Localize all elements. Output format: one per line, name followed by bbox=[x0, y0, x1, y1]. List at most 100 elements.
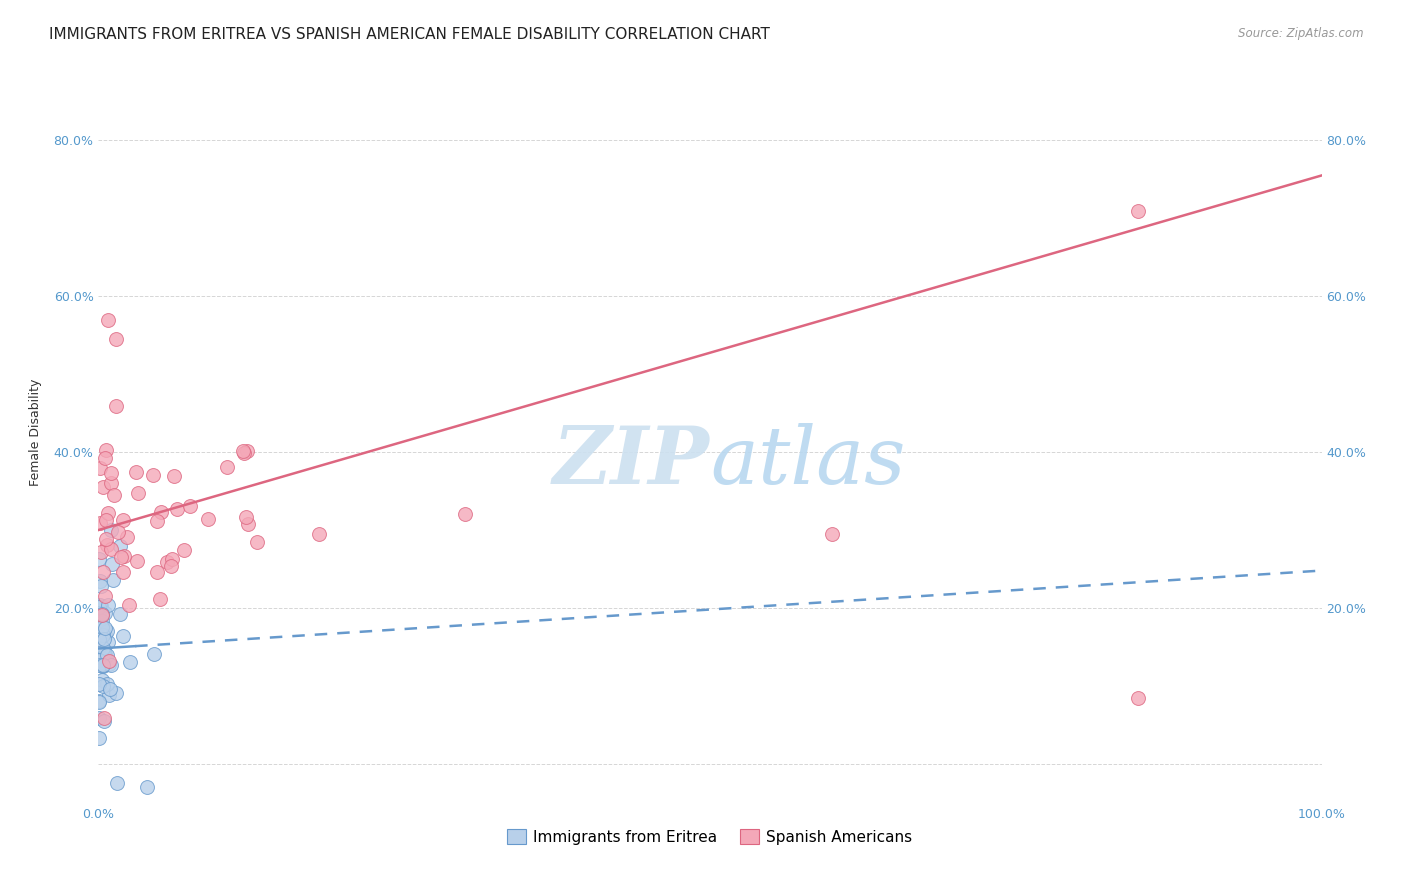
Point bbox=[105, 399, 128, 413]
Point bbox=[96, 538, 118, 552]
Point bbox=[150, 504, 173, 518]
Point bbox=[96, 442, 118, 457]
Point bbox=[91, 565, 114, 579]
Point bbox=[87, 606, 110, 620]
Point bbox=[179, 500, 201, 514]
Point bbox=[100, 476, 122, 491]
Point bbox=[454, 508, 477, 522]
Point bbox=[97, 635, 120, 649]
Point bbox=[93, 657, 115, 672]
Point bbox=[100, 542, 122, 557]
Point bbox=[89, 657, 111, 672]
Point bbox=[89, 731, 111, 745]
Point bbox=[104, 332, 127, 346]
Point bbox=[233, 446, 256, 460]
Point bbox=[98, 682, 121, 697]
Text: ZIP: ZIP bbox=[553, 424, 710, 501]
Point bbox=[217, 459, 239, 474]
Point bbox=[118, 655, 141, 669]
Point bbox=[93, 714, 115, 728]
Point bbox=[149, 592, 172, 607]
Point bbox=[146, 566, 169, 580]
Point bbox=[160, 558, 183, 573]
Point bbox=[93, 643, 115, 657]
Point bbox=[232, 444, 254, 458]
Point bbox=[91, 640, 114, 655]
Point bbox=[93, 651, 115, 665]
Point bbox=[93, 450, 115, 465]
Point bbox=[197, 512, 219, 526]
Point bbox=[93, 632, 115, 647]
Point bbox=[112, 629, 135, 643]
Point bbox=[97, 654, 120, 668]
Point bbox=[91, 673, 114, 687]
Point bbox=[821, 527, 844, 541]
Point bbox=[87, 632, 110, 646]
Point bbox=[141, 467, 163, 482]
Point bbox=[90, 638, 112, 652]
Point bbox=[143, 648, 166, 662]
Point bbox=[110, 550, 132, 565]
Point bbox=[89, 611, 111, 625]
Point bbox=[125, 554, 148, 568]
Point bbox=[91, 607, 114, 622]
Point bbox=[103, 488, 125, 502]
Point bbox=[94, 589, 117, 603]
Point bbox=[91, 625, 114, 640]
Point bbox=[89, 632, 111, 646]
Point bbox=[236, 444, 259, 458]
Point bbox=[93, 710, 115, 724]
Point bbox=[96, 513, 118, 527]
Point bbox=[89, 694, 111, 708]
Point bbox=[127, 486, 149, 500]
Point bbox=[87, 600, 110, 615]
Point bbox=[166, 502, 188, 516]
Point bbox=[90, 615, 112, 630]
Point bbox=[100, 658, 122, 673]
Text: Source: ZipAtlas.com: Source: ZipAtlas.com bbox=[1239, 27, 1364, 40]
Point bbox=[108, 607, 131, 621]
Point bbox=[98, 688, 121, 702]
Point bbox=[91, 619, 114, 633]
Point bbox=[89, 574, 111, 588]
Point bbox=[173, 543, 195, 558]
Point bbox=[89, 516, 111, 531]
Point bbox=[118, 599, 141, 613]
Point bbox=[89, 640, 111, 655]
Point bbox=[87, 653, 110, 667]
Point bbox=[87, 710, 110, 724]
Point bbox=[107, 524, 129, 539]
Point bbox=[112, 513, 135, 527]
Point bbox=[89, 622, 111, 636]
Point bbox=[90, 655, 112, 669]
Point bbox=[308, 527, 330, 541]
Point bbox=[1128, 203, 1150, 218]
Point bbox=[101, 574, 124, 588]
Point bbox=[89, 552, 111, 566]
Point bbox=[90, 638, 112, 652]
Point bbox=[112, 549, 135, 563]
Point bbox=[87, 695, 110, 709]
Point bbox=[91, 614, 114, 628]
Point bbox=[1128, 690, 1150, 705]
Point bbox=[163, 469, 186, 483]
Point bbox=[136, 780, 159, 795]
Point bbox=[91, 628, 114, 642]
Point bbox=[93, 620, 115, 634]
Point bbox=[96, 677, 118, 691]
Point bbox=[238, 516, 260, 531]
Point bbox=[94, 628, 117, 642]
Point bbox=[156, 555, 179, 569]
Legend: Immigrants from Eritrea, Spanish Americans: Immigrants from Eritrea, Spanish America… bbox=[502, 822, 918, 851]
Point bbox=[89, 598, 111, 612]
Point bbox=[125, 465, 148, 479]
Point bbox=[93, 679, 115, 693]
Point bbox=[89, 461, 111, 475]
Point bbox=[91, 659, 114, 673]
Point bbox=[94, 647, 117, 661]
Point bbox=[97, 312, 120, 326]
Point bbox=[104, 686, 127, 700]
Point bbox=[146, 514, 169, 528]
Point bbox=[90, 659, 112, 673]
Point bbox=[90, 651, 112, 665]
